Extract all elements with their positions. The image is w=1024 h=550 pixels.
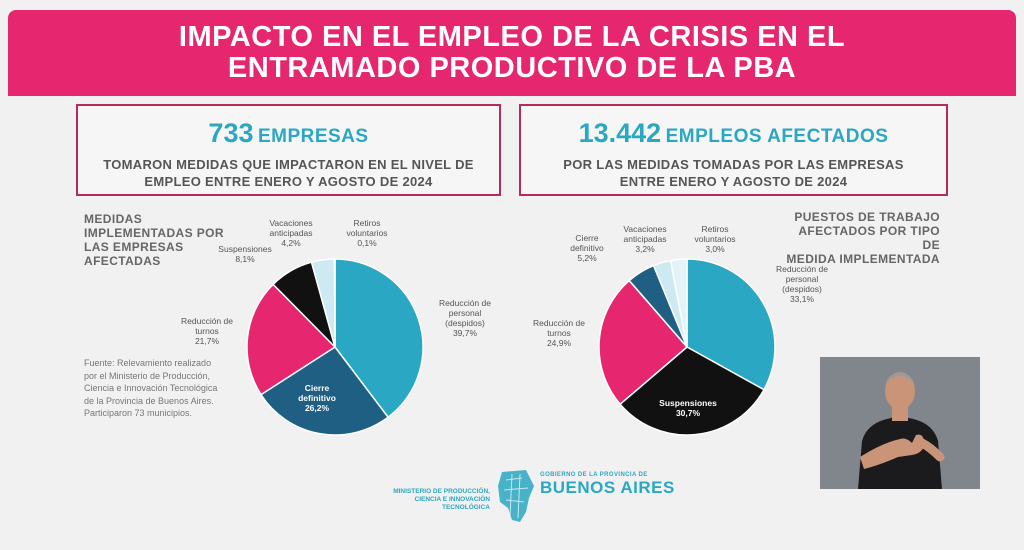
right-heading-line: AFECTADOS POR TIPO DE [798,224,940,252]
left-label-cierre: Cierre definitivo 26,2% [282,383,352,413]
left-label-vacaciones: Vacaciones anticipadas 4,2% [258,218,324,248]
right-heading-line: MEDIDA IMPLEMENTADA [786,252,940,266]
left-heading-line: IMPLEMENTADAS POR [84,226,224,240]
label-line: Vacaciones [269,218,313,228]
label-line: turnos [547,328,571,338]
companies-stat-box: 733 EMPRESAS TOMARON MEDIDAS QUE IMPACTA… [76,104,501,196]
pie-slice-suspensiones [619,346,765,436]
right-chart-heading: PUESTOS DE TRABAJO AFECTADOS POR TIPO DE… [780,210,940,266]
label-line: Reducción de [439,298,491,308]
province-map-icon [498,470,534,522]
label-line: Reducción de [776,264,828,274]
companies-desc-line-2: EMPLEO ENTRE ENERO Y AGOSTO DE 2024 [144,174,433,189]
companies-desc-line-1: TOMARON MEDIDAS QUE IMPACTARON EN EL NIV… [103,157,474,172]
label-pct: 26,2% [304,403,330,413]
gov-text: GOBIERNO DE LA PROVINCIA DE [540,472,648,478]
title-banner: IMPACTO EN EL EMPLEO DE LA CRISIS EN EL … [8,10,1016,96]
label-line: Reducción de [181,316,233,326]
label-line: anticipadas [623,234,667,244]
left-heading-line: MEDIDAS [84,212,143,226]
left-heading-line: AFECTADAS [84,254,161,268]
title-line-1: IMPACTO EN EL EMPLEO DE LA CRISIS EN EL [178,21,846,53]
label-pct: 3,2% [635,244,655,254]
jobs-count: 13.442 [578,118,662,148]
label-line: anticipadas [269,228,313,238]
label-line: Retiros [701,224,729,234]
left-label-despidos: Reducción de personal (despidos) 39,7% [420,298,510,338]
label-line: voluntarios [694,234,736,244]
right-heading-line: PUESTOS DE TRABAJO [794,210,940,224]
label-pct: 3,0% [705,244,725,254]
companies-description: TOMARON MEDIDAS QUE IMPACTARON EN EL NIV… [78,156,499,190]
ministry-line-2: CIENCIA E INNOVACIÓN TECNOLÓGICA [414,496,490,511]
ministry-line-1: MINISTERIO DE PRODUCCIÓN, [393,488,490,495]
label-line: Vacaciones [623,224,667,234]
left-pie-chart [246,258,424,436]
left-label-suspensiones: Suspensiones 8,1% [210,244,280,264]
left-label-retiros: Retiros voluntarios 0,1% [334,218,400,248]
label-pct: 24,9% [546,338,572,348]
label-pct: 39,7% [452,328,478,338]
right-pie-chart [598,258,776,436]
jobs-description: POR LAS MEDIDAS TOMADAS POR LAS EMPRESAS… [521,156,946,190]
label-line: personal [448,308,482,318]
jobs-stat: 13.442 EMPLEOS AFECTADOS [521,118,946,153]
label-pct: 8,1% [235,254,255,264]
label-line: Cierre [575,233,599,243]
companies-stat: 733 EMPRESAS [78,118,499,153]
jobs-unit: EMPLEOS AFECTADOS [665,126,889,147]
label-pct: 30,7% [675,408,701,418]
right-label-despidos: Reducción de personal (despidos) 33,1% [760,264,844,304]
label-line: definitivo [298,393,336,403]
buenos-aires-text: BUENOS AIRES [540,478,675,497]
label-line: Retiros [353,218,381,228]
label-line: turnos [195,326,219,336]
buenos-aires-logo: GOBIERNO DE LA PROVINCIA DE BUENOS AIRES [540,472,675,498]
label-line: definitivo [570,243,604,253]
jobs-stat-box: 13.442 EMPLEOS AFECTADOS POR LAS MEDIDAS… [519,104,948,196]
pie-slice-reducci-n-de-personal-despidos- [686,258,776,391]
right-label-turnos: Reducción de turnos 24,9% [524,318,594,348]
label-line: Suspensiones [218,244,272,254]
left-chart-heading: MEDIDAS IMPLEMENTADAS POR LAS EMPRESAS A… [84,212,224,268]
label-pct: 4,2% [281,238,301,248]
pie-slice-reducci-n-de-personal-despidos- [334,258,424,419]
right-label-retiros: Retiros voluntarios 3,0% [684,224,746,254]
label-line: personal [785,274,819,284]
pie-slice-reducci-n-de-turnos [246,283,337,396]
companies-unit: EMPRESAS [257,126,369,147]
sign-language-interpreter-video [820,357,980,489]
source-note: Fuente: Relevamiento realizado por el Mi… [84,358,218,418]
pie-slice-reducci-n-de-turnos [598,279,689,406]
right-label-suspensiones: Suspensiones 30,7% [650,398,726,418]
pie-slice-retiros-voluntarios [333,258,336,348]
label-pct: 0,1% [357,238,377,248]
label-pct: 21,7% [194,336,220,346]
label-line: (despidos) [782,284,822,294]
right-label-cierre: Cierre definitivo 5,2% [558,233,616,263]
label-pct: 5,2% [577,253,597,263]
left-label-turnos: Reducción de turnos 21,7% [172,316,242,346]
right-label-vacaciones: Vacaciones anticipadas 3,2% [614,224,676,254]
left-heading-line: LAS EMPRESAS [84,240,184,254]
label-line: (despidos) [445,318,485,328]
jobs-desc-line-2: ENTRE ENERO Y AGOSTO DE 2024 [619,174,848,189]
title-line-2: ENTRAMADO PRODUCTIVO DE LA PBA [227,52,797,84]
label-line: Cierre [304,383,330,393]
ministry-logo-text: MINISTERIO DE PRODUCCIÓN, CIENCIA E INNO… [380,488,490,512]
page-title: IMPACTO EN EL EMPLEO DE LA CRISIS EN EL … [8,22,1016,84]
pie-slice-cierre-definitivo [259,345,390,436]
label-line: Reducción de [533,318,585,328]
label-line: voluntarios [346,228,388,238]
label-pct: 33,1% [789,294,815,304]
jobs-desc-line-1: POR LAS MEDIDAS TOMADAS POR LAS EMPRESAS [563,157,904,172]
label-line: Suspensiones [659,398,717,408]
interpreter-image [820,357,980,489]
pie-slice-retiros-voluntarios [669,258,688,348]
companies-count: 733 [208,118,254,148]
